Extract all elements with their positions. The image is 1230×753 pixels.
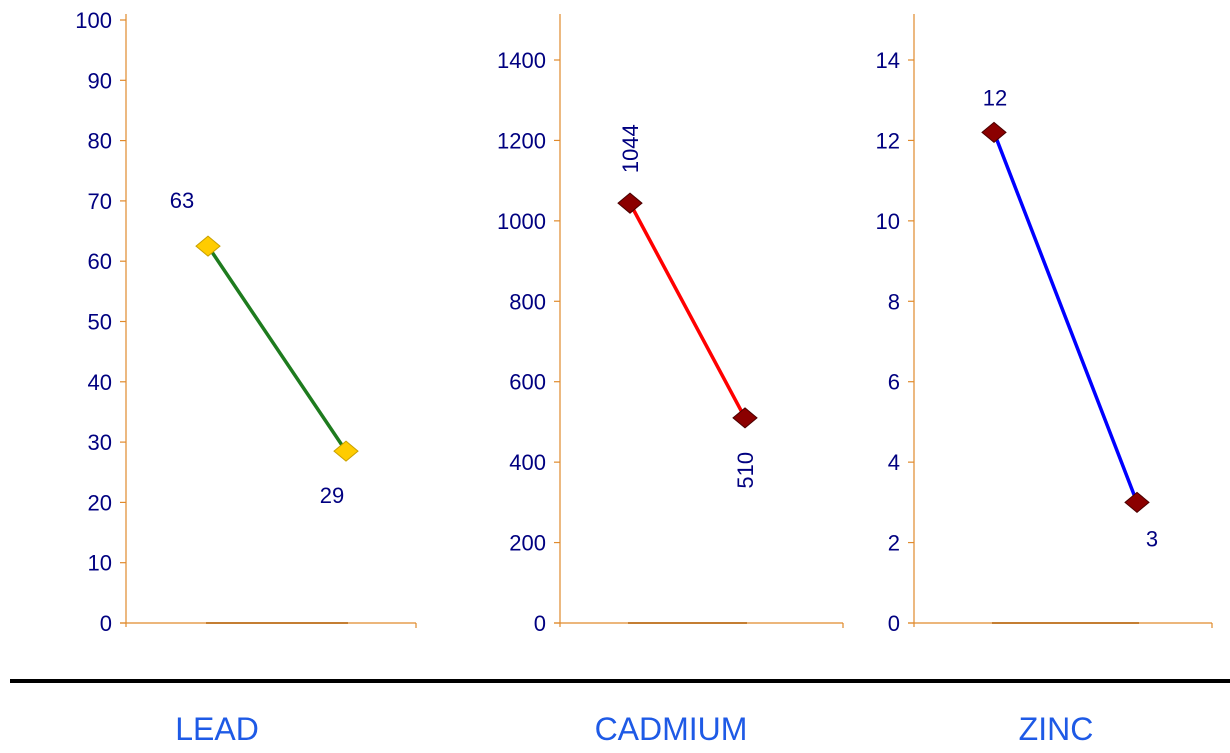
y-tick-label-lead: 60 bbox=[88, 249, 112, 274]
y-tick-label-lead: 0 bbox=[100, 611, 112, 636]
data-point-lead bbox=[333, 440, 359, 462]
series-line-zinc bbox=[992, 131, 1139, 503]
y-tick-label-zinc: 0 bbox=[888, 611, 900, 636]
chart-titles: LEAD CADMIUM ZINC bbox=[175, 711, 1093, 747]
panel-title-zinc: ZINC bbox=[1019, 711, 1094, 747]
y-tick-label-zinc: 4 bbox=[888, 450, 900, 475]
y-tick-label-cadmium: 400 bbox=[509, 450, 546, 475]
series-line-cadmium bbox=[628, 202, 747, 419]
y-tick-label-lead: 70 bbox=[88, 189, 112, 214]
panel-title-cadmium: CADMIUM bbox=[595, 711, 748, 747]
y-tick-label-lead: 90 bbox=[88, 68, 112, 93]
y-tick-label-lead: 100 bbox=[75, 8, 112, 33]
y-tick-label-lead: 20 bbox=[88, 490, 112, 515]
data-point-zinc bbox=[1124, 491, 1150, 514]
y-tick-label-lead: 80 bbox=[88, 129, 112, 154]
y-tick-label-lead: 40 bbox=[88, 370, 112, 395]
y-tick-label-zinc: 10 bbox=[876, 209, 900, 234]
data-point-cadmium bbox=[617, 192, 643, 214]
data-label-zinc: 3 bbox=[1146, 526, 1158, 551]
y-tick-label-zinc: 14 bbox=[876, 48, 900, 73]
y-tick-label-cadmium: 0 bbox=[534, 611, 546, 636]
y-tick-label-zinc: 12 bbox=[876, 128, 900, 153]
data-label-cadmium: 1044 bbox=[618, 124, 643, 173]
panel-lead: 0 10 20 30 40 50 60 70 80 90 100 63 29 bbox=[75, 8, 417, 636]
panel-cadmium: 0 200 400 600 800 1000 1200 1400 1044 510 bbox=[497, 14, 844, 636]
data-label-zinc: 12 bbox=[983, 85, 1007, 110]
data-point-zinc bbox=[981, 121, 1007, 144]
y-tick-label-zinc: 6 bbox=[888, 370, 900, 395]
y-tick-label-lead: 50 bbox=[88, 310, 112, 335]
panel-zinc: 0 2 4 6 8 10 12 14 12 3 bbox=[876, 14, 1213, 636]
y-tick-label-zinc: 8 bbox=[888, 289, 900, 314]
y-tick-label-cadmium: 600 bbox=[509, 370, 546, 395]
chart-panels: 0102030405060708090100632902004006008001… bbox=[75, 8, 1213, 636]
y-tick-label-lead: 10 bbox=[88, 551, 112, 576]
series-line-lead bbox=[206, 245, 348, 453]
y-tick-label-cadmium: 200 bbox=[509, 531, 546, 556]
data-label-lead: 63 bbox=[170, 188, 194, 213]
y-tick-label-cadmium: 1400 bbox=[497, 48, 546, 73]
data-point-cadmium bbox=[732, 407, 758, 429]
data-label-lead: 29 bbox=[320, 483, 344, 508]
y-tick-label-cadmium: 1200 bbox=[497, 128, 546, 153]
y-tick-label-cadmium: 1000 bbox=[497, 209, 546, 234]
data-label-cadmium: 510 bbox=[733, 452, 758, 489]
data-point-lead bbox=[195, 235, 221, 257]
y-tick-label-zinc: 2 bbox=[888, 531, 900, 556]
y-tick-label-cadmium: 800 bbox=[509, 289, 546, 314]
panel-title-lead: LEAD bbox=[175, 711, 259, 747]
y-tick-label-lead: 30 bbox=[88, 430, 112, 455]
